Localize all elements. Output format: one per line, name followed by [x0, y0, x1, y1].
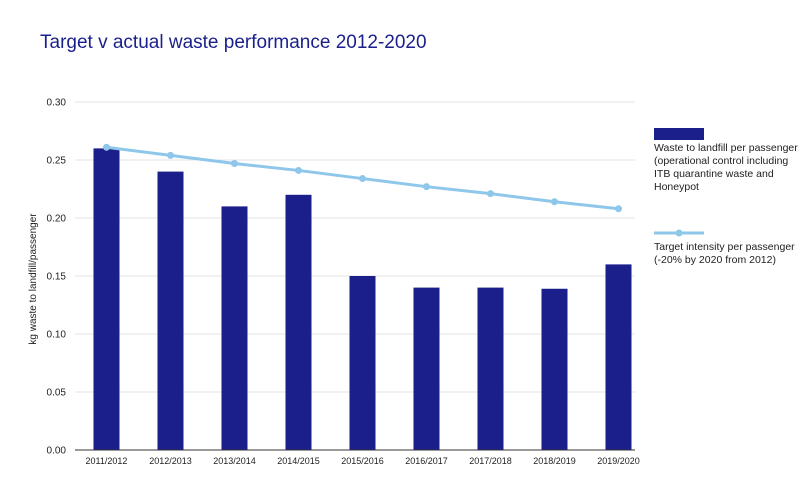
target-point	[231, 159, 238, 167]
y-tick-label: 0.25	[47, 156, 67, 167]
target-point	[167, 151, 174, 159]
x-tick-label: 2014/2015	[277, 456, 320, 466]
bar	[477, 287, 504, 450]
legend-entry-waste: Waste to landfill per passenger (operati…	[654, 128, 799, 194]
bar	[413, 287, 440, 450]
legend-entry-target: Target intensity per passenger (-20% by …	[654, 228, 799, 267]
legend-swatch-waste	[654, 128, 704, 140]
target-point	[295, 166, 302, 174]
bar	[605, 264, 632, 450]
x-tick-label: 2017/2018	[469, 456, 512, 466]
y-tick-label: 0.10	[47, 330, 67, 341]
bar	[221, 206, 248, 450]
bar	[541, 288, 568, 450]
y-tick-label: 0.30	[47, 98, 67, 109]
y-tick-label: 0.05	[47, 388, 67, 399]
legend-label-waste: Waste to landfill per passenger (operati…	[654, 142, 798, 193]
bar	[157, 171, 184, 450]
bar-series	[93, 148, 632, 450]
chart-title: Target v actual waste performance 2012-2…	[40, 32, 427, 53]
line-series	[103, 143, 622, 213]
target-point	[103, 143, 110, 151]
x-tick-label: 2016/2017	[405, 456, 448, 466]
target-point	[423, 183, 430, 191]
bar	[93, 148, 120, 450]
bar	[285, 194, 312, 450]
y-tick-label: 0.00	[47, 446, 67, 457]
bar	[349, 276, 376, 450]
x-tick-label: 2012/2013	[149, 456, 192, 466]
axes: 0.30 0.25 0.20 0.15 0.10 0.05 0.00 2011/2012 201…	[47, 98, 640, 467]
y-axis-label: kg waste to landfill/passenger	[28, 213, 39, 345]
x-tick-label: 2018/2019	[533, 456, 576, 466]
target-point	[615, 205, 622, 213]
x-tick-label: 2013/2014	[213, 456, 256, 466]
legend-label-target: Target intensity per passenger (-20% by …	[654, 241, 795, 266]
x-tick-label: 2015/2016	[341, 456, 384, 466]
y-tick-label: 0.20	[47, 214, 67, 225]
y-tick-label: 0.15	[47, 272, 67, 283]
target-point	[487, 190, 494, 198]
legend-swatch-target	[654, 229, 704, 237]
target-point	[551, 198, 558, 206]
target-point	[359, 175, 366, 183]
x-tick-label: 2019/2020	[597, 456, 640, 466]
x-tick-label: 2011/2012	[86, 456, 128, 466]
